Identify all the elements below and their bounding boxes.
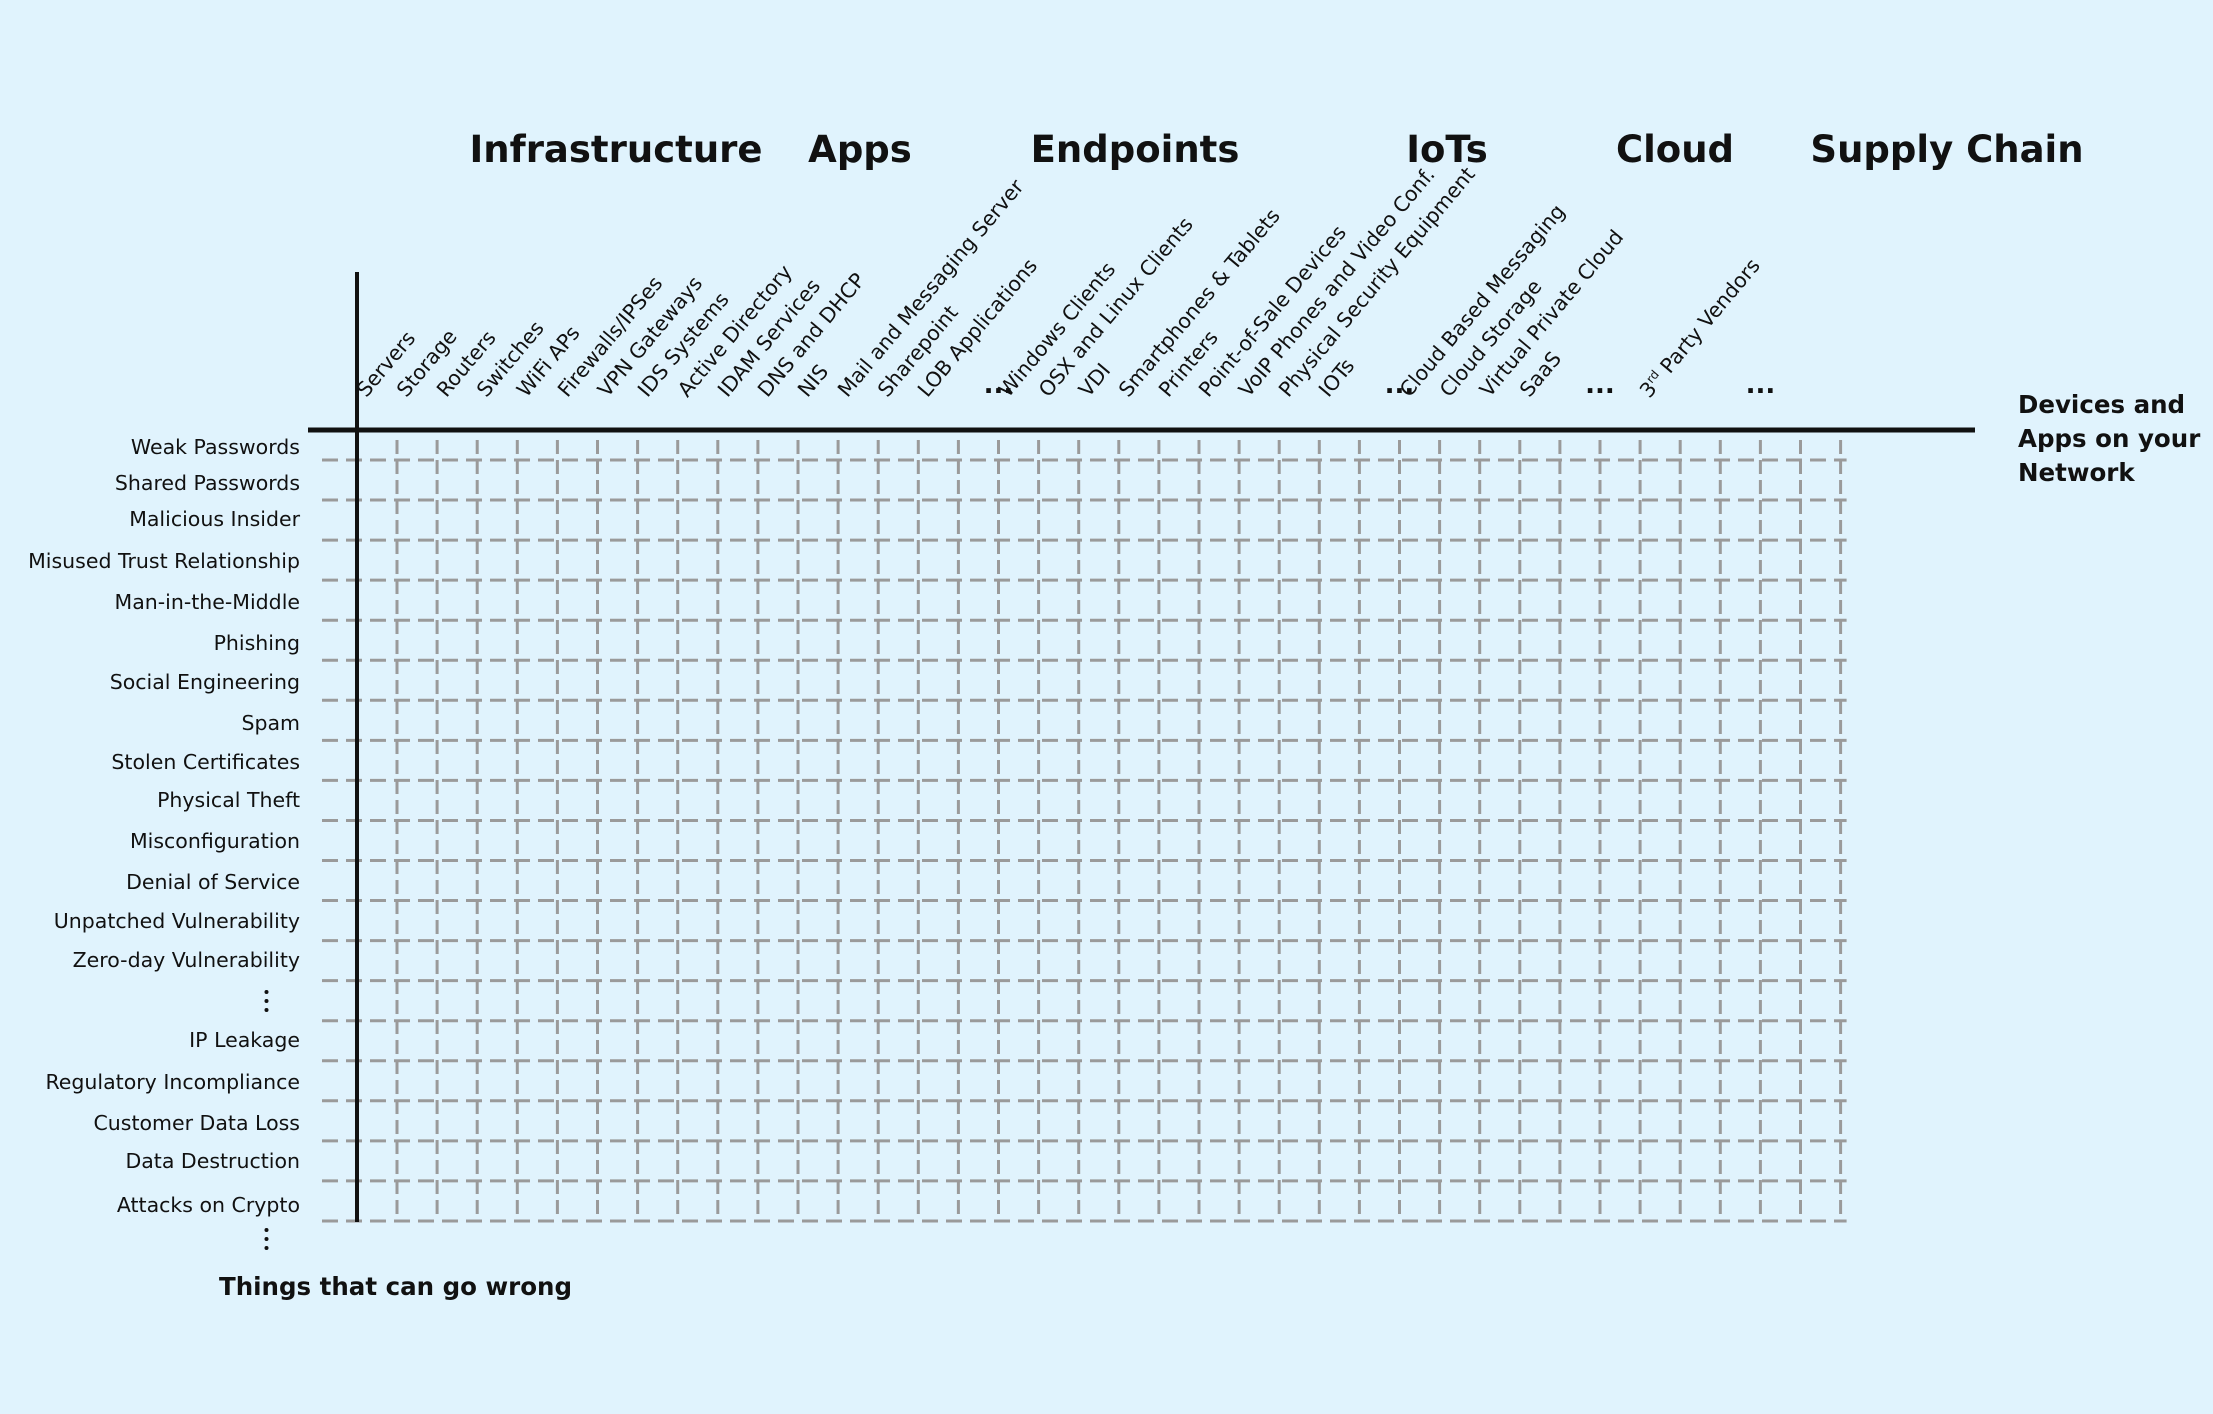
- row-header: Zero-day Vulnerability: [72, 947, 300, 972]
- row-header: Man-in-the-Middle: [114, 589, 300, 614]
- row-header: Spam: [241, 710, 300, 735]
- category-infrastructure: Infrastructure: [469, 128, 763, 171]
- category-supply-chain: Supply Chain: [1810, 128, 2084, 171]
- row-header: Regulatory Incompliance: [45, 1069, 300, 1094]
- axis-y-label: Things that can go wrong: [219, 1272, 573, 1301]
- row-header: Customer Data Loss: [93, 1110, 300, 1135]
- column-ellipsis: ...: [1384, 370, 1415, 400]
- row-header: Stolen Certificates: [111, 749, 300, 774]
- category-endpoints: Endpoints: [1030, 128, 1240, 171]
- row-header: IP Leakage: [189, 1027, 300, 1052]
- column-ellipsis: ...: [1745, 370, 1776, 400]
- row-header: Malicious Insider: [129, 506, 300, 531]
- row-header: Phishing: [213, 630, 300, 655]
- row-ellipsis-more: [264, 1228, 269, 1255]
- row-ellipsis-bottom: [264, 990, 269, 1017]
- row-header: Misconfiguration: [129, 828, 300, 853]
- row-header: Shared Passwords: [114, 470, 300, 495]
- category-apps: Apps: [808, 128, 912, 171]
- column-ellipsis: ...: [983, 370, 1014, 400]
- category-cloud: Cloud: [1615, 128, 1735, 171]
- row-header: Unpatched Vulnerability: [53, 908, 300, 933]
- row-header: Physical Theft: [157, 787, 300, 812]
- row-header: Denial of Service: [126, 869, 300, 894]
- row-header: Attacks on Crypto: [116, 1192, 300, 1217]
- axis-x-label-text: Devices and Apps on your Network: [2018, 390, 2201, 487]
- category-iots: IoTs: [1406, 128, 1488, 171]
- row-header: Data Destruction: [125, 1148, 300, 1173]
- row-header: Weak Passwords: [130, 434, 300, 459]
- axis-x-label: Devices and Apps on your Network: [2018, 388, 2213, 490]
- column-ellipsis: ...: [1585, 370, 1615, 400]
- row-header: Misused Trust Relationship: [28, 548, 300, 573]
- row-header: Social Engineering: [109, 669, 300, 694]
